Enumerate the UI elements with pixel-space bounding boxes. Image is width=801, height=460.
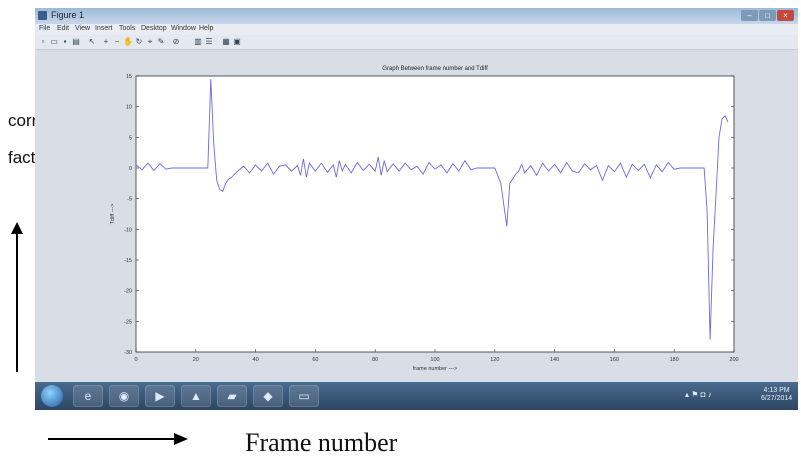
system-tray[interactable]: ▴ ⚑ ◘ ♪: [685, 390, 712, 399]
y-tick-label: 0: [129, 166, 132, 172]
x-tick-label: 160: [610, 357, 619, 363]
x-tick-label: 180: [670, 357, 679, 363]
y-tick-label: -10: [124, 227, 132, 233]
taskbar: e ◉ ▶ ▲ ▰ ◆ ▭ ▴ ⚑ ◘ ♪ 4:13 PM 6/27/2014: [35, 382, 798, 410]
annotation-xlabel: Frame number: [245, 428, 398, 457]
y-tick-label: 10: [126, 105, 132, 111]
menu-bar: File Edit View Insert Tools Desktop Wind…: [35, 24, 798, 35]
matlab-figure-window: Figure 1 – □ × File Edit View Insert Too…: [35, 8, 798, 410]
x-tick-label: 0: [134, 357, 137, 363]
media-icon[interactable]: ▶: [145, 385, 175, 407]
menu-insert[interactable]: Insert: [95, 25, 113, 32]
menu-view[interactable]: View: [75, 25, 91, 32]
right-arrow-icon: [48, 433, 188, 445]
print-icon[interactable]: ▤: [72, 37, 80, 46]
line-chart: Graph Between frame number and Tdiff 0 20 4…: [110, 66, 739, 372]
x-tick-label: 80: [372, 357, 378, 363]
clock[interactable]: 4:13 PM 6/27/2014: [761, 387, 792, 403]
save-icon[interactable]: ▪: [63, 37, 67, 46]
figure-toolbar: ▫ ▭ ▪ ▤ ↖ + − ✋ ↻ ⌖ ✎ ⊘ ▥ ☰ ▦ ▣: [35, 35, 798, 50]
figure-app-icon: [38, 11, 47, 20]
y-tick-label: -15: [124, 258, 132, 264]
dock-icon[interactable]: ▣: [233, 37, 241, 46]
new-icon[interactable]: ▫: [41, 37, 45, 46]
link-icon[interactable]: ⊘: [172, 37, 180, 46]
screen-icon[interactable]: ▭: [289, 385, 319, 407]
zoom-out-icon[interactable]: −: [114, 37, 120, 46]
zoom-in-icon[interactable]: +: [103, 37, 109, 46]
y-tick-label: -20: [124, 289, 132, 295]
x-tick-label: 200: [729, 357, 738, 363]
x-axis-label: frame number --->: [413, 366, 457, 372]
grid-icon[interactable]: ▦: [222, 37, 230, 46]
minimize-button[interactable]: –: [741, 10, 758, 21]
menu-edit[interactable]: Edit: [57, 25, 70, 32]
rotate-icon[interactable]: ↻: [135, 37, 143, 46]
start-icon[interactable]: [41, 385, 63, 407]
figure-area: Graph Between frame number and Tdiff 0 20 4…: [35, 50, 798, 382]
menu-desktop[interactable]: Desktop: [141, 25, 167, 32]
y-tick-label: -25: [124, 319, 132, 325]
y-tick-label: -5: [127, 197, 132, 203]
colorbar-icon[interactable]: ▥: [194, 37, 202, 46]
x-tick-label: 20: [193, 357, 199, 363]
clock-date: 6/27/2014: [761, 395, 793, 402]
y-tick-label: 15: [126, 74, 132, 80]
y-tick-label: -30: [124, 350, 132, 356]
ie-icon[interactable]: e: [73, 385, 103, 407]
x-tick-label: 60: [312, 357, 318, 363]
close-button[interactable]: ×: [777, 10, 794, 21]
up-arrow-icon: [11, 222, 23, 372]
brush-icon[interactable]: ✎: [157, 37, 165, 46]
menu-tools[interactable]: Tools: [119, 25, 136, 32]
legend-icon[interactable]: ☰: [205, 37, 213, 46]
x-tick-label: 120: [490, 357, 499, 363]
y-axis-label: Tdiff --->: [110, 204, 116, 225]
series-line: [135, 79, 729, 340]
menu-window[interactable]: Window: [171, 25, 196, 32]
x-tick-label: 40: [253, 357, 259, 363]
menu-file[interactable]: File: [39, 25, 51, 32]
datacursor-icon[interactable]: ⌖: [147, 37, 153, 46]
pan-icon[interactable]: ✋: [123, 37, 133, 46]
maximize-button[interactable]: □: [759, 10, 776, 21]
folder-icon[interactable]: ▰: [217, 385, 247, 407]
window-title: Figure 1: [51, 10, 85, 20]
pointer-icon[interactable]: ↖: [88, 37, 96, 46]
menu-help[interactable]: Help: [199, 25, 214, 32]
matlab-icon[interactable]: ▲: [181, 385, 211, 407]
open-icon[interactable]: ▭: [50, 37, 58, 46]
paint-icon[interactable]: ◆: [253, 385, 283, 407]
clock-time: 4:13 PM: [763, 387, 790, 394]
x-tick-label: 100: [430, 357, 439, 363]
x-tick-label: 140: [550, 357, 559, 363]
chart-title: Graph Between frame number and Tdiff: [382, 66, 488, 72]
title-bar: Figure 1 – □ ×: [35, 8, 798, 24]
plot-area: [135, 75, 735, 353]
y-tick-label: 5: [129, 135, 132, 141]
explorer-icon[interactable]: ◉: [109, 385, 139, 407]
